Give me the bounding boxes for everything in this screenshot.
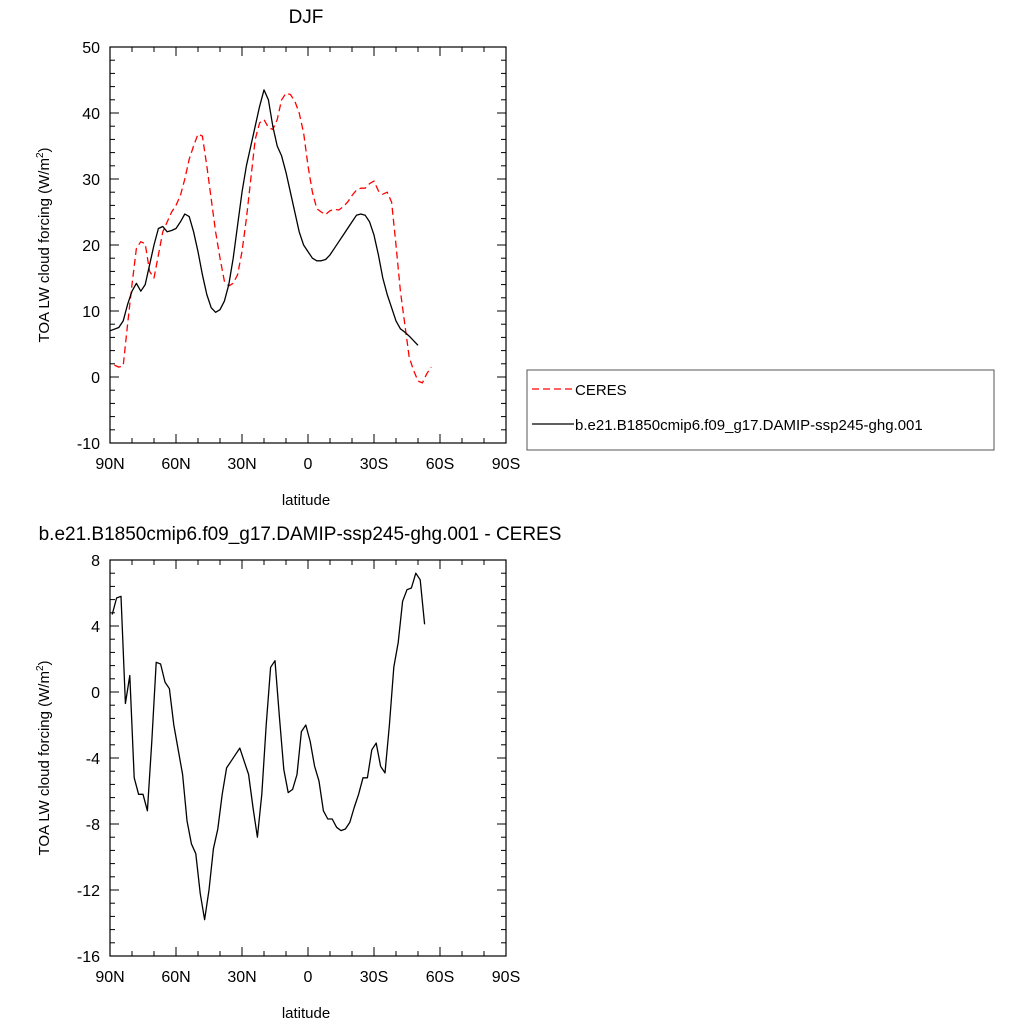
top-chart-series-line-0 [114,92,432,384]
top-chart-y-tick-labels: -10 0 10 20 30 40 50 [77,40,100,453]
top-chart-title: DJF [289,7,324,28]
bottom-chart-x-axis-label: latitude [282,1005,330,1022]
top-chart-x-tick-label: 30N [227,456,256,473]
bottom-chart-series-group [111,572,426,921]
bottom-chart-y-tick-label: 8 [91,553,100,570]
top-chart-plot-frame [109,46,507,444]
bottom-chart-x-tick-label: 60N [161,969,190,986]
bottom-chart-title: b.e21.B1850cmip6.f09_g17.DAMIP-ssp245-gh… [39,524,562,545]
top-chart-ticks [109,46,507,444]
top-chart-y-tick-label: 30 [82,172,100,189]
top-chart-y-tick-label: 40 [82,106,100,123]
bottom-chart-y-tick-label: -16 [77,949,100,966]
top-chart-series-group [109,89,432,384]
top-chart-y-tick-label: 10 [82,304,100,321]
bottom-chart-y-tick-label: -8 [86,817,100,834]
top-chart-x-tick-label: 60S [426,456,454,473]
bottom-chart-ticks [109,559,507,957]
bottom-chart-y-axis-label: TOA LW cloud forcing (W/m2) [35,660,53,855]
top-chart-x-tick-label: 30S [360,456,388,473]
top-chart-legend: CERES b.e21.B1850cmip6.f09_g17.DAMIP-ssp… [526,369,995,451]
top-chart-x-tick-label: 90S [492,456,520,473]
top-chart-y-tick-label: 20 [82,238,100,255]
bottom-chart-x-tick-label: 90S [492,969,520,986]
bottom-chart-x-tick-label: 60S [426,969,454,986]
legend-label-ceres: CERES [575,382,627,399]
bottom-chart-plot-frame [109,559,507,957]
bottom-chart-y-tick-label: 0 [91,685,100,702]
bottom-chart-y-tick-label: -12 [77,883,100,900]
top-chart-x-tick-labels: 90N 60N 30N 0 30S 60S 90S [95,456,520,473]
bottom-chart-x-tick-label: 0 [304,969,313,986]
top-chart-y-axis-label: TOA LW cloud forcing (W/m2) [35,147,53,342]
bottom-chart-x-tick-label: 30N [227,969,256,986]
bottom-chart-x-tick-label: 90N [95,969,124,986]
legend-label-model: b.e21.B1850cmip6.f09_g17.DAMIP-ssp245-gh… [575,417,923,434]
bottom-chart-y-tick-label: 4 [91,619,100,636]
top-chart-x-axis-label: latitude [282,492,330,509]
bottom-chart-y-tick-labels: -16 -12 -8 -4 0 4 8 [77,553,100,966]
legend-box [526,369,995,451]
bottom-chart-y-tick-label: -4 [86,751,100,768]
bottom-chart-series-line-0 [111,572,426,921]
top-chart-y-tick-label: 50 [82,40,100,57]
top-chart-y-tick-label: 0 [91,370,100,387]
top-chart-y-tick-label: -10 [77,436,100,453]
top-chart-x-tick-label: 60N [161,456,190,473]
bottom-chart-x-tick-label: 30S [360,969,388,986]
top-chart-x-tick-label: 90N [95,456,124,473]
top-chart-series-line-1 [109,89,419,346]
bottom-chart-panel: b.e21.B1850cmip6.f09_g17.DAMIP-ssp245-gh… [35,524,561,1022]
top-chart-x-tick-label: 0 [304,456,313,473]
bottom-chart-x-tick-labels: 90N 60N 30N 0 30S 60S 90S [95,969,520,986]
top-chart-panel: DJF 90N 60N 30N 0 30S 60S 90S -10 0 10 20 30 40 50 l… [35,7,995,509]
